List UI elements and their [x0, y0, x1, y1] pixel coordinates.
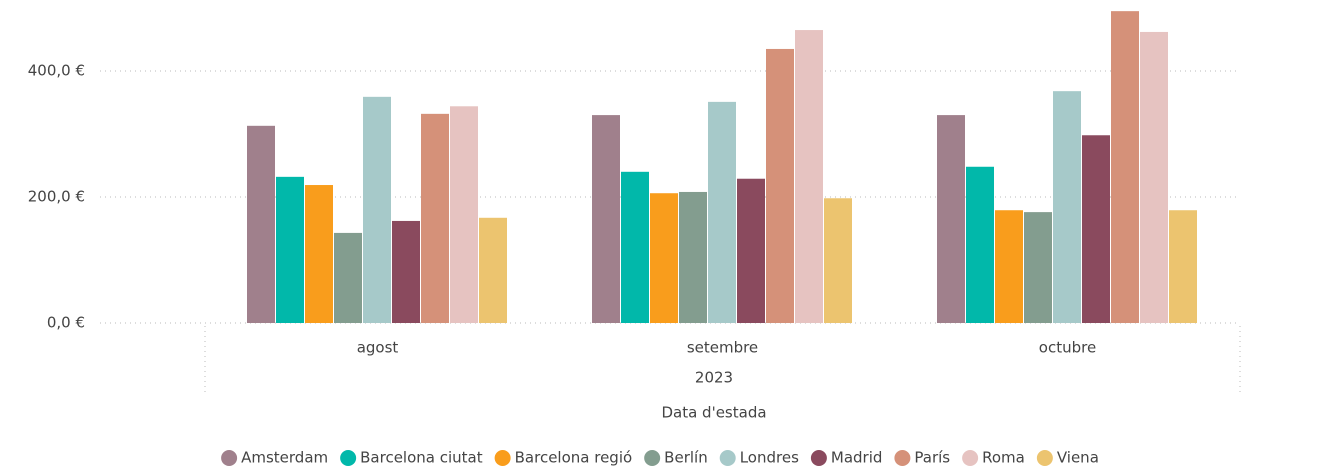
bar [995, 210, 1023, 323]
bar [479, 217, 507, 323]
bar [363, 96, 391, 323]
legend-label: Barcelona ciutat [360, 449, 483, 467]
x-tick-label: agost [357, 339, 399, 357]
legend-label: Madrid [831, 449, 883, 467]
bar [592, 115, 620, 323]
legend-label: Viena [1057, 449, 1099, 467]
legend-label: Roma [982, 449, 1025, 467]
legend-label: París [914, 449, 950, 467]
bar [1053, 91, 1081, 323]
bar [679, 191, 707, 323]
bar [937, 115, 965, 323]
legend-marker [1036, 450, 1053, 466]
x-tick-label: octubre [1039, 339, 1096, 357]
legend-marker [340, 450, 357, 466]
y-tick-label: 0,0 € [47, 314, 85, 332]
legend-label: Berlín [664, 449, 708, 467]
legend-label: Londres [740, 449, 799, 467]
bar [305, 185, 333, 323]
bar [1082, 135, 1110, 323]
bar [737, 178, 765, 323]
bar [247, 125, 275, 323]
bar [824, 198, 852, 323]
legend-marker [810, 450, 827, 466]
legend-marker [221, 450, 238, 466]
legend-marker [894, 450, 911, 466]
bar [708, 101, 736, 324]
legend-marker [494, 450, 511, 466]
bar [276, 176, 304, 323]
bar [795, 30, 823, 324]
legend-label: Amsterdam [241, 449, 328, 467]
x-axis-title: Data d'estada [661, 404, 766, 422]
bar [450, 106, 478, 323]
legend-label: Barcelona regió [515, 449, 633, 467]
legend-marker [962, 450, 979, 466]
bar [1169, 210, 1197, 323]
legend-marker [719, 450, 736, 466]
bar [966, 166, 994, 323]
bar [1024, 212, 1052, 323]
bar [421, 113, 449, 323]
x-tick-label: setembre [687, 339, 758, 357]
legend-marker [644, 450, 661, 466]
bar [766, 48, 794, 323]
y-tick-label: 200,0 € [28, 188, 85, 206]
bar [650, 193, 678, 323]
bar [334, 232, 362, 323]
x-group-label: 2023 [695, 369, 733, 387]
bar [392, 220, 420, 323]
y-tick-label: 400,0 € [28, 62, 85, 80]
bar [1140, 31, 1168, 323]
bar [1111, 11, 1139, 324]
bar [621, 171, 649, 323]
